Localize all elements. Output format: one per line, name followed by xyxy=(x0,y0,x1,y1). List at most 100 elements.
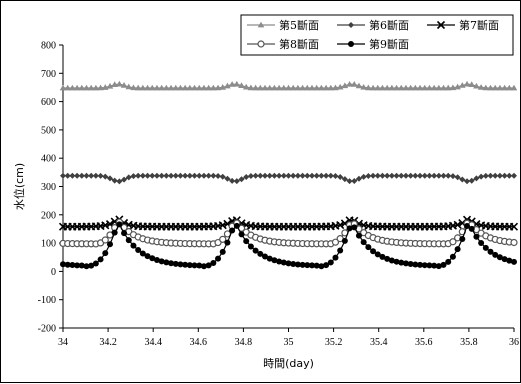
series-9-point-89 xyxy=(478,239,485,246)
series-9-point-10 xyxy=(106,241,113,248)
y-tick-label-3: 100 xyxy=(41,239,56,250)
series-5-point-16 xyxy=(134,84,142,91)
series-6-point-92 xyxy=(492,172,499,179)
series-6-point-30 xyxy=(200,172,207,179)
series-6-point-24 xyxy=(172,172,179,179)
series-9-point-90 xyxy=(482,244,489,251)
y-tick-label-5: 300 xyxy=(41,182,56,193)
series-9 xyxy=(60,221,517,270)
series-9-point-50 xyxy=(294,261,301,268)
series-9-point-6 xyxy=(88,262,95,269)
series-6-point-34 xyxy=(219,173,226,180)
series-6-point-49 xyxy=(290,172,297,179)
series-9-point-84 xyxy=(454,246,461,253)
series-6-point-22 xyxy=(163,172,170,179)
series-9-point-77 xyxy=(421,262,428,269)
series-5-point-76 xyxy=(416,84,424,91)
series-5-point-23 xyxy=(167,84,175,91)
series-9-point-81 xyxy=(440,261,447,268)
series-6-point-91 xyxy=(487,172,494,179)
series-5-point-37 xyxy=(233,80,241,87)
series-layer xyxy=(58,80,519,270)
series-9-point-76 xyxy=(417,261,424,268)
series-6-point-38 xyxy=(238,176,245,183)
series-5-point-87 xyxy=(468,81,476,87)
series-5-point-80 xyxy=(435,84,443,91)
series-6-point-93 xyxy=(496,172,503,179)
series-6-point-67 xyxy=(374,172,381,179)
axes: -200 -100 0 100 200 300 400 500 600 700 800 34 34.2 3… xyxy=(12,41,519,371)
series-5-point-40 xyxy=(247,84,255,91)
series-9-point-64 xyxy=(360,239,367,246)
series-6-point-53 xyxy=(308,172,315,179)
legend-label-9: 第9斷面 xyxy=(369,37,409,51)
series-5-point-39 xyxy=(242,83,250,90)
series-6-point-27 xyxy=(186,172,193,179)
series-9-point-20 xyxy=(153,256,160,263)
series-9-point-11 xyxy=(111,229,118,236)
series-5-point-49 xyxy=(289,84,297,91)
series-6-point-75 xyxy=(412,172,419,179)
series-9-point-37 xyxy=(233,222,240,229)
series-6-point-96 xyxy=(511,172,517,179)
y-tick-label-9: 700 xyxy=(41,69,56,80)
legend-label-5: 第5斷面 xyxy=(279,18,319,32)
x-tick-label-5: 35 xyxy=(284,337,294,348)
series-9-point-4 xyxy=(78,262,85,269)
series-5-point-38 xyxy=(238,82,245,89)
series-9-point-57 xyxy=(327,259,334,266)
series-5-point-90 xyxy=(482,84,490,91)
series-5-point-3 xyxy=(73,84,81,91)
series-9-point-45 xyxy=(271,257,278,264)
series-5-point-57 xyxy=(327,84,335,91)
series-5-point-82 xyxy=(444,84,452,91)
series-8-point-58 xyxy=(331,238,340,246)
series-9-point-74 xyxy=(407,261,414,268)
series-5-point-89 xyxy=(477,84,485,90)
series-9-point-35 xyxy=(224,239,231,246)
series-9-point-32 xyxy=(210,260,217,267)
series-5-point-81 xyxy=(440,84,447,91)
series-7-point-60-b xyxy=(340,219,349,228)
series-5-point-25 xyxy=(177,84,184,91)
series-6-point-12 xyxy=(116,178,123,185)
series-6-point-87 xyxy=(468,177,475,184)
series-7-point-9-b xyxy=(101,221,110,230)
series-5-point-8 xyxy=(97,84,104,91)
series-9-point-29 xyxy=(196,262,203,269)
series-5-point-55 xyxy=(318,84,325,91)
series-5-point-33 xyxy=(214,84,222,91)
series-9-point-55 xyxy=(318,263,325,270)
series-9-point-68 xyxy=(379,253,386,260)
series-6-point-21 xyxy=(158,172,165,179)
series-6-point-69 xyxy=(384,172,391,179)
series-6-point-16 xyxy=(135,172,142,179)
series-5-point-66 xyxy=(369,84,377,91)
series-9-point-51 xyxy=(299,261,306,268)
series-6-point-79 xyxy=(431,172,438,179)
legend-swatch-marker-7-b xyxy=(436,20,446,30)
series-9-point-46 xyxy=(276,258,283,265)
series-7-point-96 xyxy=(509,222,519,231)
y-tick-label-10: 800 xyxy=(41,41,56,52)
series-9-point-3 xyxy=(74,262,81,269)
series-9-point-95 xyxy=(506,257,513,264)
series-5-point-21 xyxy=(158,84,165,91)
series-6-point-80 xyxy=(435,172,442,179)
series-6-point-85 xyxy=(459,176,466,183)
series-5-point-28 xyxy=(191,84,198,91)
series-6-point-17 xyxy=(139,172,146,179)
series-5-point-73 xyxy=(402,84,410,91)
series-5-point-27 xyxy=(186,84,194,91)
series-5-point-83 xyxy=(449,84,457,91)
series-9-point-75 xyxy=(412,261,419,268)
series-9-point-62 xyxy=(351,224,358,231)
series-5-point-48 xyxy=(285,84,292,91)
series-6-point-88 xyxy=(473,175,480,182)
series-5-point-17 xyxy=(139,84,147,91)
series-7-point-11-b xyxy=(110,217,119,226)
series-9-point-7 xyxy=(92,260,99,267)
series-9-point-56 xyxy=(323,262,330,269)
series-9-point-23 xyxy=(168,260,175,267)
